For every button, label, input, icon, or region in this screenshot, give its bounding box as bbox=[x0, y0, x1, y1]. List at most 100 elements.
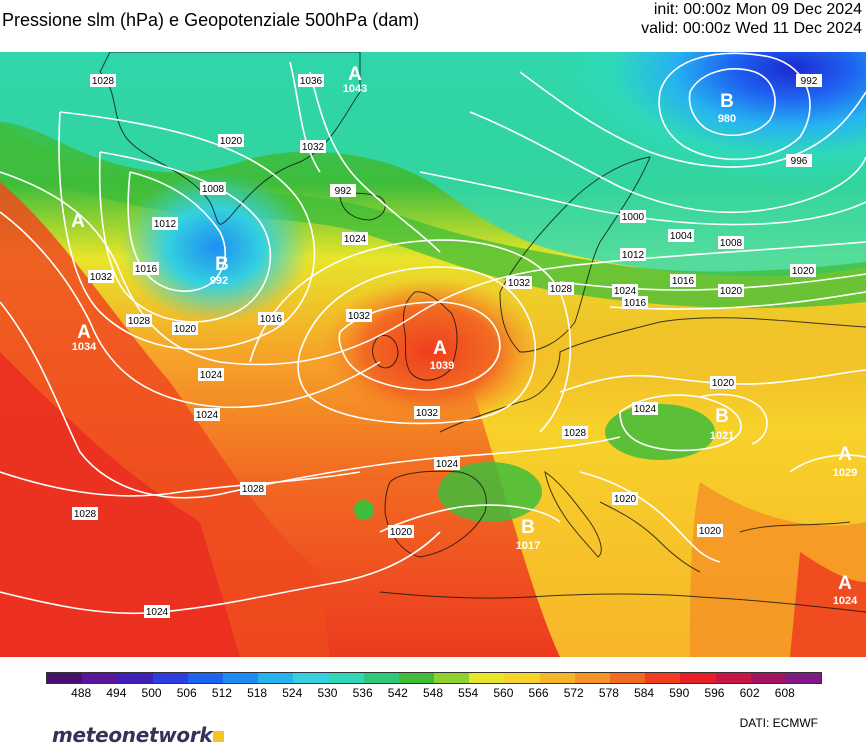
colorbar-swatch bbox=[398, 673, 435, 683]
isobar-label: 1024 bbox=[632, 402, 658, 415]
svg-text:1032: 1032 bbox=[302, 142, 325, 153]
brand-logo: meteonetwork bbox=[52, 723, 225, 747]
valid-time: valid: 00:00z Wed 11 Dec 2024 bbox=[641, 20, 862, 37]
isobar-label: 1032 bbox=[340, 310, 366, 323]
svg-text:A: A bbox=[77, 322, 91, 343]
svg-text:1020: 1020 bbox=[614, 494, 637, 505]
svg-text:1012: 1012 bbox=[622, 250, 645, 261]
isobar-label: 1016 bbox=[133, 262, 159, 275]
isobar-label: 1000 bbox=[620, 210, 646, 223]
svg-text:A: A bbox=[348, 64, 362, 85]
isobar-labels: 1028 1036 1020 1032 1008 1012 1016 992 1… bbox=[72, 74, 822, 618]
svg-text:1020: 1020 bbox=[792, 266, 815, 277]
weather-map: 1028 1036 1020 1032 1008 1012 1016 992 1… bbox=[0, 52, 866, 657]
isobar-line bbox=[309, 71, 441, 253]
isobar-label: 1028 bbox=[72, 507, 98, 520]
isobar-label: 1036 bbox=[298, 74, 324, 87]
field-atlantic-green bbox=[354, 500, 374, 520]
colorbar-swatch bbox=[469, 673, 505, 683]
svg-text:A: A bbox=[838, 573, 852, 594]
svg-text:1017: 1017 bbox=[516, 540, 540, 552]
isobar-label: 1020 bbox=[710, 376, 736, 389]
isobar-line bbox=[0, 211, 381, 409]
isobar-label: 1028 bbox=[548, 282, 574, 295]
low-center: B 1017 bbox=[516, 517, 540, 552]
coast-ireland bbox=[372, 335, 399, 369]
isobar-line bbox=[519, 71, 866, 168]
svg-text:1008: 1008 bbox=[202, 184, 225, 195]
svg-text:B: B bbox=[215, 254, 229, 275]
isobar-label: 1020 bbox=[612, 492, 638, 505]
svg-text:1039: 1039 bbox=[430, 360, 454, 372]
colorbar-swatch bbox=[187, 673, 223, 683]
isobar-label: 1016 bbox=[258, 312, 284, 325]
svg-text:1032: 1032 bbox=[416, 408, 439, 419]
svg-text:1020: 1020 bbox=[699, 526, 722, 537]
svg-text:1024: 1024 bbox=[436, 459, 459, 470]
isobar-label: 1012 bbox=[620, 248, 646, 261]
coast-uk bbox=[402, 291, 458, 381]
isobar-line bbox=[699, 393, 768, 445]
isobar-line bbox=[58, 111, 316, 351]
svg-text:1024: 1024 bbox=[146, 607, 169, 618]
coast-balkans bbox=[599, 501, 701, 573]
isobar-label: 1020 bbox=[790, 264, 816, 277]
isobar-label: 1012 bbox=[152, 217, 178, 230]
colorbar-tick-label: 572 bbox=[563, 686, 584, 700]
svg-text:1016: 1016 bbox=[135, 264, 158, 275]
colorbar-swatch bbox=[539, 673, 575, 683]
colorbar-tick-label: 608 bbox=[774, 686, 795, 700]
isobar-label: 1024 bbox=[194, 408, 220, 421]
isobar-label: 1032 bbox=[414, 406, 440, 419]
colorbar-swatch bbox=[434, 673, 470, 683]
svg-text:1032: 1032 bbox=[90, 272, 113, 283]
colorbar-swatch bbox=[363, 673, 399, 683]
coast-iberia bbox=[384, 470, 487, 558]
isobar-line bbox=[127, 171, 226, 292]
colorbar-tick-label: 548 bbox=[422, 686, 444, 700]
isobar-label: 992 bbox=[330, 184, 356, 197]
isobar-line bbox=[419, 171, 866, 226]
isobar-line bbox=[658, 52, 811, 161]
svg-text:1020: 1020 bbox=[720, 286, 743, 297]
svg-text:1028: 1028 bbox=[92, 76, 115, 87]
svg-text:992: 992 bbox=[335, 186, 352, 197]
brand-square-icon bbox=[213, 731, 225, 742]
run-info: init: 00:00z Mon 09 Dec 2024 valid: 00:0… bbox=[641, 0, 862, 38]
colorbar-tick-label: 590 bbox=[669, 686, 690, 700]
colorbar-swatch bbox=[293, 673, 329, 683]
colorbar-tick-label: 578 bbox=[598, 686, 619, 700]
isobar-label: 996 bbox=[786, 154, 812, 167]
svg-text:1032: 1032 bbox=[348, 311, 371, 322]
isobar-line bbox=[579, 471, 721, 563]
isobar-line bbox=[379, 504, 561, 533]
svg-text:1000: 1000 bbox=[622, 212, 645, 223]
isobar-label: 992 bbox=[796, 74, 822, 87]
field-balkan-green bbox=[605, 404, 715, 460]
colorbar-swatch bbox=[47, 673, 83, 683]
svg-text:1024: 1024 bbox=[614, 286, 637, 297]
isobar-label: 1024 bbox=[144, 605, 170, 618]
high-center: A bbox=[71, 211, 85, 232]
field-north-green bbox=[0, 122, 866, 309]
isobar-line bbox=[619, 394, 742, 452]
svg-text:980: 980 bbox=[718, 113, 736, 125]
colorbar-tick-label: 518 bbox=[247, 686, 268, 700]
data-source: DATI: ECMWF bbox=[739, 716, 818, 730]
colorbar-swatch bbox=[610, 673, 646, 683]
svg-text:1028: 1028 bbox=[242, 484, 265, 495]
coast-italy bbox=[544, 470, 602, 558]
svg-text:1020: 1020 bbox=[712, 378, 735, 389]
map-title: Pressione slm (hPa) e Geopotenziale 500h… bbox=[2, 10, 420, 30]
svg-text:1016: 1016 bbox=[672, 276, 695, 287]
isobar-line bbox=[289, 61, 321, 173]
isobar-line bbox=[559, 273, 866, 291]
colorbar-swatch bbox=[152, 673, 188, 683]
coast-turkey bbox=[739, 521, 851, 533]
